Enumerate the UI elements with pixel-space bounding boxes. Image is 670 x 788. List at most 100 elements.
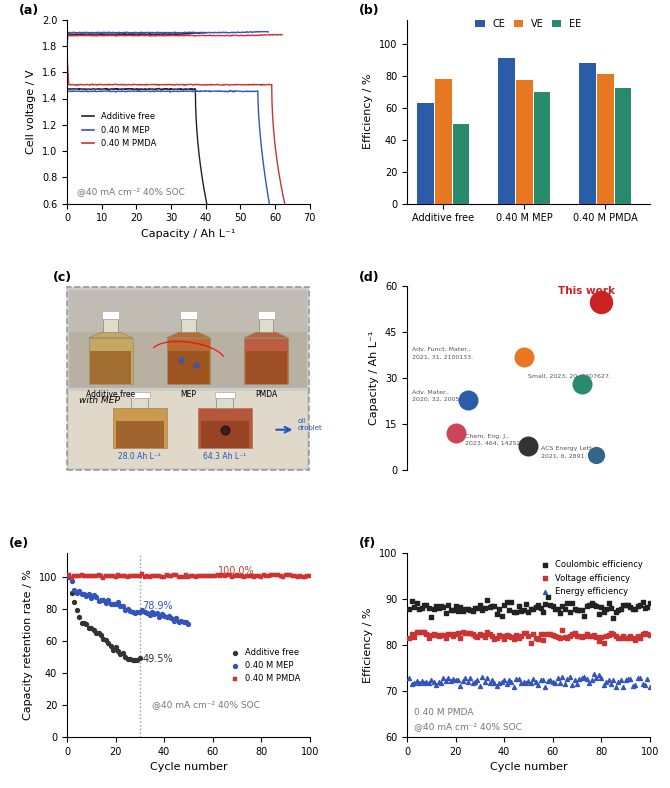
0.40 M PMDA [117,570,128,582]
Bar [90,351,131,384]
Text: oil
droplet: oil droplet [297,418,322,431]
Voltage efficiency [416,626,427,638]
Energy efficiency [404,671,415,684]
Voltage efficiency [443,628,454,641]
Text: Chem. Eng. J.,: Chem. Eng. J., [465,434,509,439]
Energy efficiency [567,678,578,691]
Additive free [105,640,116,652]
Energy efficiency [613,675,624,688]
Point [462,393,473,406]
Bar [597,74,614,203]
0.40 M PMDA [88,570,99,582]
0.40 M MEP [156,608,167,621]
Bar [258,311,275,319]
Coulombic efficiency [511,606,522,619]
0.40 M MEP [176,615,186,627]
0.40 M PMDA [69,570,80,582]
Coulombic efficiency [409,600,419,613]
Energy efficiency [525,677,536,690]
Coulombic efficiency [504,604,515,616]
0.40 M MEP [129,606,141,619]
Coulombic efficiency [494,603,505,615]
0.40 M PMDA [139,571,150,584]
0.40 M MEP [74,585,84,597]
Coulombic efficiency [570,603,580,615]
Voltage efficiency [511,629,522,641]
0.40 M MEP [154,611,165,623]
Voltage efficiency [562,631,573,644]
0.40 M PMDA [76,569,87,582]
0.40 M PMDA [302,570,313,582]
Additive free [125,652,135,665]
0.40 M PMDA [275,570,286,582]
Bar [498,58,515,203]
Bar [180,311,197,319]
Text: Adv. Funct. Mater.,: Adv. Funct. Mater., [412,347,470,351]
Additive free [84,622,94,634]
Bar [103,319,118,333]
0.40 M PMDA [81,570,92,582]
Coulombic efficiency [518,604,529,616]
Voltage efficiency [574,630,585,642]
Text: (f): (f) [358,537,376,550]
Voltage efficiency [465,627,476,640]
Coulombic efficiency [416,602,427,615]
Coulombic efficiency [446,604,456,616]
Energy efficiency [436,677,446,690]
Coulombic efficiency [477,604,488,616]
Coulombic efficiency [513,600,524,612]
Energy efficiency [634,672,645,685]
Point [591,448,602,461]
Text: 49.5%: 49.5% [142,653,173,663]
Energy efficiency [564,671,575,683]
Additive free [88,623,99,636]
0.40 M MEP [78,588,89,600]
Coulombic efficiency [613,604,624,616]
Point [576,378,587,391]
Coulombic efficiency [411,597,422,609]
Coulombic efficiency [584,599,594,611]
Voltage efficiency [637,628,648,641]
Coulombic efficiency [423,602,434,615]
Energy efficiency [496,675,507,688]
Voltage efficiency [453,626,464,639]
0.40 M MEP [105,598,116,611]
0.40 M PMDA [247,570,257,582]
Bar [167,338,210,384]
Additive free [76,616,87,629]
Bar [103,311,119,319]
Voltage efficiency [572,630,582,642]
Energy efficiency [620,674,631,686]
Voltage efficiency [634,631,645,644]
Voltage efficiency [472,631,483,644]
Voltage efficiency [446,628,456,641]
Y-axis label: Cell voltage / V: Cell voltage / V [26,69,36,154]
X-axis label: Capacity / Ah L⁻¹: Capacity / Ah L⁻¹ [141,229,236,239]
0.40 M PMDA [205,569,216,582]
0.40 M PMDA [278,571,289,583]
Additive free [98,633,109,645]
Energy efficiency [470,676,480,689]
Voltage efficiency [450,628,461,641]
Voltage efficiency [594,634,604,647]
Coulombic efficiency [637,596,648,608]
Bar [215,392,234,399]
0.40 M PMDA [285,569,296,582]
Coulombic efficiency [596,601,606,614]
Coulombic efficiency [598,606,609,619]
Energy efficiency [545,674,555,686]
Voltage efficiency [591,631,602,644]
Voltage efficiency [501,629,512,641]
Voltage efficiency [426,628,437,641]
Coulombic efficiency [618,598,628,611]
Coulombic efficiency [498,599,509,611]
Coulombic efficiency [606,602,616,615]
0.40 M PMDA [110,571,121,583]
Voltage efficiency [642,627,653,640]
Text: (d): (d) [358,271,379,284]
X-axis label: Cycle number: Cycle number [490,762,567,772]
Additive free [132,654,143,667]
Additive free [123,652,133,665]
Coulombic efficiency [460,603,470,615]
Energy efficiency [492,679,502,692]
